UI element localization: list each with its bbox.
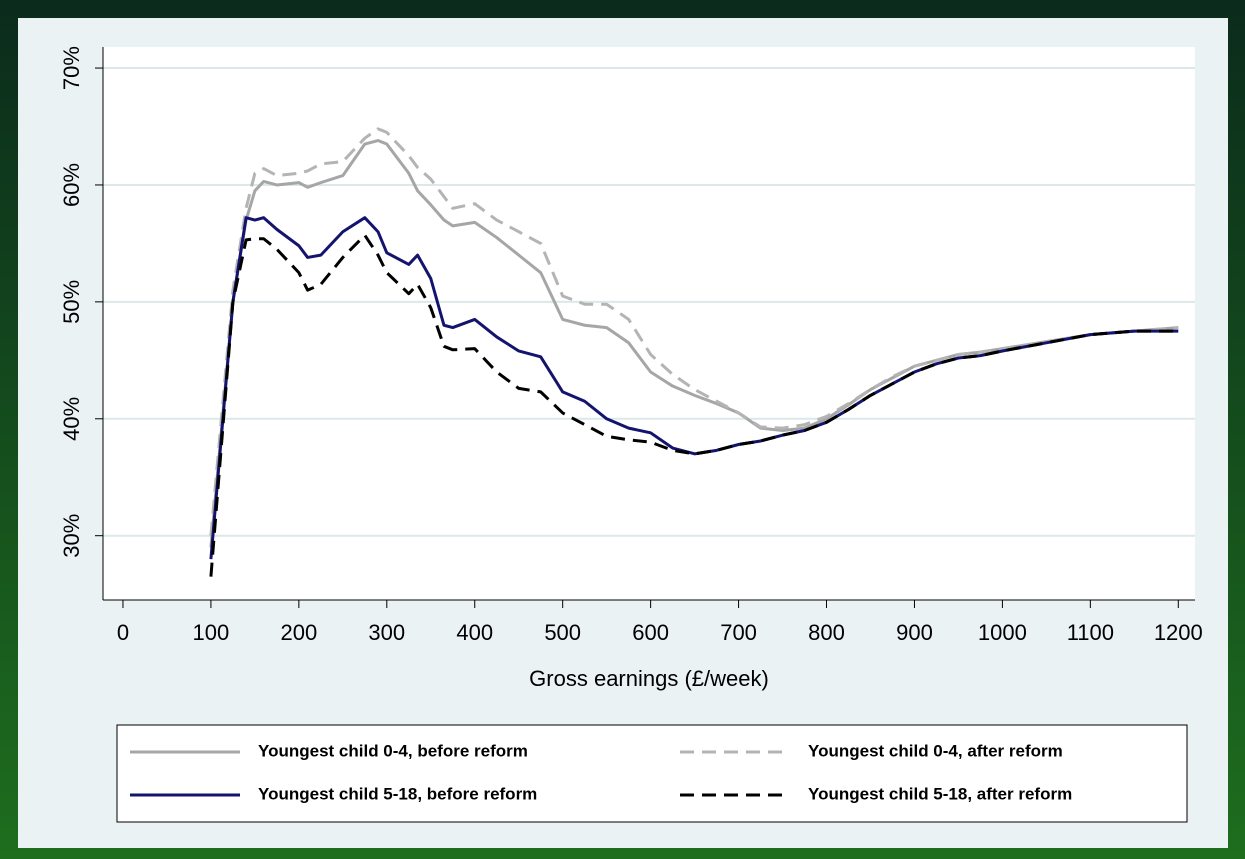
y-tick-label: 40% xyxy=(59,397,84,441)
x-axis-title: Gross earnings (£/week) xyxy=(529,666,769,691)
legend xyxy=(116,724,1188,823)
x-tick-label: 200 xyxy=(280,620,317,645)
x-tick-label: 0 xyxy=(117,620,129,645)
y-tick-label: 70% xyxy=(59,46,84,90)
series-line xyxy=(209,233,1179,577)
legend-label: Youngest child 0-4, before reform xyxy=(258,741,528,760)
plot-area xyxy=(103,47,1195,600)
x-tick-label: 1200 xyxy=(1154,620,1203,645)
legend-label: Youngest child 5-18, before reform xyxy=(258,784,537,803)
y-tick-label: 30% xyxy=(59,514,84,558)
x-tick-label: 800 xyxy=(808,620,845,645)
legend-label: Youngest child 5-18, after reform xyxy=(808,784,1072,803)
x-tick-label: 600 xyxy=(632,620,669,645)
x-tick-label: 900 xyxy=(896,620,933,645)
x-tick-label: 300 xyxy=(368,620,405,645)
x-tick-label: 500 xyxy=(544,620,581,645)
x-tick-label: 1000 xyxy=(978,620,1027,645)
x-tick-label: 400 xyxy=(456,620,493,645)
x-tick-label: 1100 xyxy=(1067,620,1114,645)
legend-label: Youngest child 0-4, after reform xyxy=(808,741,1063,760)
y-tick-label: 60% xyxy=(59,163,84,207)
series-line xyxy=(209,127,1179,536)
y-tick-label: 50% xyxy=(59,280,84,324)
x-tick-label: 700 xyxy=(720,620,757,645)
x-tick-label: 100 xyxy=(193,620,230,645)
